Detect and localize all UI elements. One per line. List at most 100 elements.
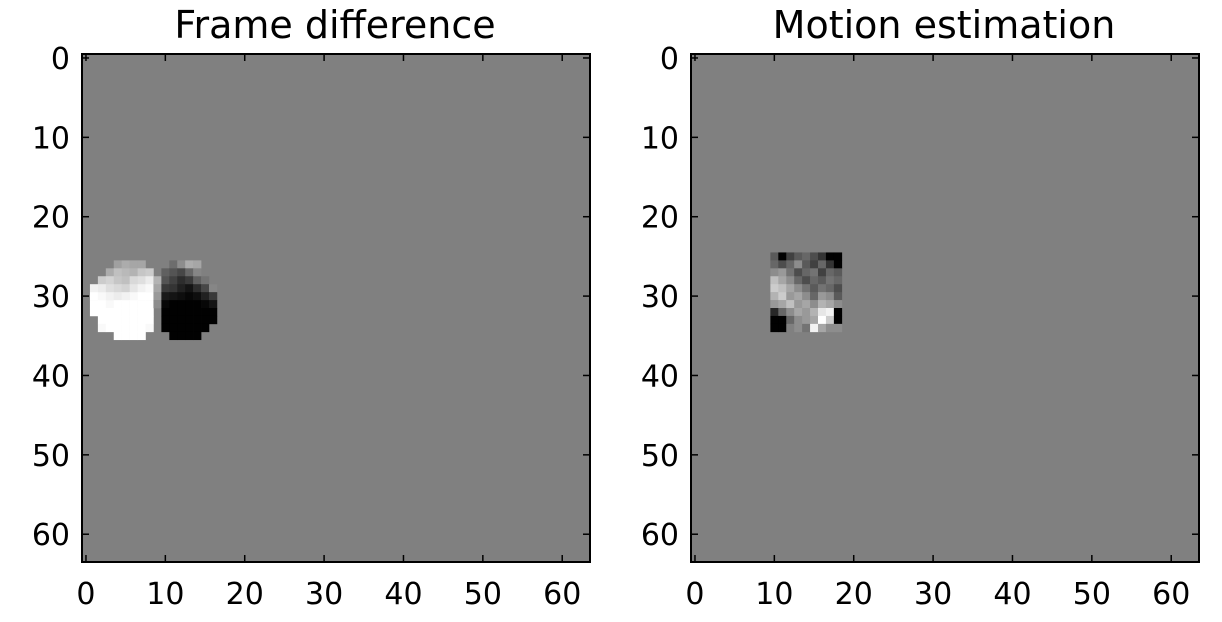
motion-estimation-panel: Motion estimation 0 10 20 30 40 50 60010203040… xyxy=(641,3,1200,612)
frame-difference-pixel xyxy=(97,292,107,301)
motion-estimation-pixel xyxy=(825,284,835,293)
frame-difference-pixel xyxy=(161,300,170,309)
motion-estimation-pixel xyxy=(770,260,779,269)
frame-difference-pixel xyxy=(153,284,162,293)
frame-difference-pixel xyxy=(137,268,146,277)
frame-difference-pixel xyxy=(105,292,115,301)
frame-difference-pixel xyxy=(113,331,122,341)
frame-difference-pixel xyxy=(121,284,130,293)
frame-difference-pixel xyxy=(105,308,115,317)
frame-difference-pixel xyxy=(177,308,186,317)
motion-estimation-pixel xyxy=(802,323,811,333)
frame-difference-panel: Frame difference 0 10 20 30 40 50 600102030405… xyxy=(32,3,591,612)
motion-estimation-y-tick-label: 0 xyxy=(660,42,679,77)
frame-difference-pixel xyxy=(193,268,202,277)
frame-difference-pixel xyxy=(193,331,202,341)
motion-estimation-pixel xyxy=(794,300,803,309)
frame-difference-pixel xyxy=(129,300,138,309)
frame-difference-pixel xyxy=(137,308,146,317)
motion-estimation-pixel xyxy=(833,323,843,333)
motion-estimation-pixel xyxy=(794,315,803,325)
frame-difference-pixel xyxy=(121,315,130,325)
frame-difference-pixel xyxy=(201,292,210,301)
frame-difference-pixel xyxy=(129,292,138,301)
frame-difference-x-tick-label: 60 xyxy=(543,577,581,612)
motion-estimation-pixel xyxy=(794,252,803,261)
frame-difference-pixel xyxy=(193,315,202,325)
motion-estimation-pixel xyxy=(802,284,811,293)
frame-difference-pixel xyxy=(185,308,194,317)
frame-difference-pixel xyxy=(177,315,186,325)
frame-difference-pixel xyxy=(169,292,178,301)
motion-estimation-pixel xyxy=(794,268,803,277)
motion-estimation-pixel xyxy=(770,292,779,301)
frame-difference-pixel xyxy=(177,260,186,269)
frame-difference-title: Frame difference xyxy=(174,3,495,47)
motion-estimation-pixel xyxy=(818,300,827,309)
frame-difference-pixel xyxy=(145,268,154,277)
motion-estimation-pixel xyxy=(770,300,779,309)
frame-difference-x-tick-label: 0 xyxy=(76,577,95,612)
frame-difference-pixel xyxy=(129,308,138,317)
motion-estimation-pixel xyxy=(818,308,827,317)
motion-estimation-pixel xyxy=(778,268,787,277)
motion-estimation-pixel xyxy=(802,292,811,301)
motion-estimation-y-tick-label: 40 xyxy=(641,359,679,394)
frame-difference-pixel xyxy=(105,300,115,309)
frame-difference-pixel xyxy=(177,300,186,309)
motion-estimation-pixel xyxy=(802,268,811,277)
motion-estimation-pixel xyxy=(833,252,843,261)
motion-estimation-pixel xyxy=(770,308,779,317)
frame-difference-pixel xyxy=(137,331,146,341)
frame-difference-pixel xyxy=(201,323,210,333)
frame-difference-pixel xyxy=(113,308,122,317)
frame-difference-pixel xyxy=(137,260,146,269)
motion-estimation-pixel xyxy=(770,276,779,285)
motion-estimation-pixel xyxy=(825,315,835,325)
motion-estimation-pixel xyxy=(833,308,843,317)
motion-estimation-pixel xyxy=(818,292,827,301)
motion-estimation-pixel xyxy=(778,276,787,285)
motion-estimation-pixel xyxy=(833,315,843,325)
frame-difference-y-tick-label: 60 xyxy=(32,518,70,553)
motion-estimation-pixel xyxy=(802,300,811,309)
frame-difference-pixel xyxy=(193,260,202,269)
frame-difference-pixel xyxy=(161,308,170,317)
frame-difference-pixel xyxy=(209,315,218,325)
frame-difference-pixel xyxy=(185,315,194,325)
motion-estimation-pixel xyxy=(818,323,827,333)
frame-difference-pixel xyxy=(97,300,107,309)
motion-estimation-pixel xyxy=(825,276,835,285)
frame-difference-pixel xyxy=(121,323,130,333)
motion-estimation-pixel xyxy=(833,300,843,309)
motion-estimation-pixel xyxy=(778,300,787,309)
motion-estimation-pixel xyxy=(825,252,835,261)
frame-difference-pixel xyxy=(193,284,202,293)
frame-difference-pixel xyxy=(193,276,202,285)
frame-difference-pixel xyxy=(137,276,146,285)
frame-difference-pixel xyxy=(161,292,170,301)
frame-difference-y-tick-label: 10 xyxy=(32,121,70,156)
frame-difference-pixel xyxy=(201,300,210,309)
motion-estimation-pixel xyxy=(810,300,819,309)
frame-difference-pixel xyxy=(137,323,146,333)
frame-difference-y-tick-label: 20 xyxy=(32,201,70,236)
motion-estimation-pixel xyxy=(818,276,827,285)
frame-difference-pixel xyxy=(209,284,218,293)
frame-difference-y-tick-label: 40 xyxy=(32,359,70,394)
frame-difference-axes-frame xyxy=(81,53,591,563)
frame-difference-pixel xyxy=(121,331,130,341)
frame-difference-pixel xyxy=(193,292,202,301)
frame-difference-pixel xyxy=(193,300,202,309)
motion-estimation-x-tick-label: 10 xyxy=(755,577,793,612)
frame-difference-pixel xyxy=(145,300,154,309)
frame-difference-pixel xyxy=(153,276,162,285)
frame-difference-pixel xyxy=(161,323,170,333)
motion-estimation-pixel xyxy=(786,308,795,317)
frame-difference-pixel xyxy=(113,268,122,277)
frame-difference-pixel xyxy=(161,284,170,293)
frame-difference-pixel xyxy=(145,315,154,325)
motion-estimation-pixel xyxy=(802,260,811,269)
frame-difference-pixel xyxy=(129,268,138,277)
frame-difference-pixel xyxy=(129,315,138,325)
